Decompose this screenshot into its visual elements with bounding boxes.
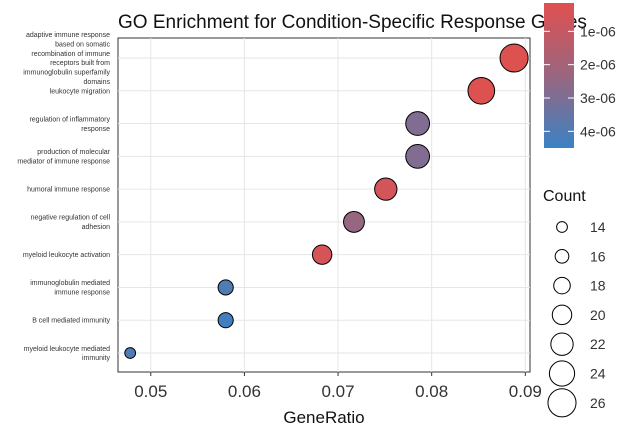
size-legend-label: 16 bbox=[590, 248, 606, 264]
y-tick-label: myeloid leukocyte activation bbox=[23, 252, 110, 259]
size-legend-label: 20 bbox=[590, 307, 606, 323]
colorbar-label: 1e-06 bbox=[580, 23, 616, 39]
x-tick-label: 0.08 bbox=[415, 382, 448, 401]
x-tick-label: 0.07 bbox=[321, 382, 354, 401]
y-tick-label: production of molecular mediator of immun… bbox=[17, 149, 110, 165]
y-tick-label: myeloid leukocyte mediated immunity bbox=[24, 346, 111, 362]
data-point bbox=[405, 143, 431, 169]
x-axis-label: GeneRatio bbox=[283, 408, 364, 427]
colorbar-label: 3e-06 bbox=[580, 90, 616, 106]
data-point bbox=[217, 312, 234, 329]
data-points bbox=[124, 43, 529, 359]
size-legend-label: 24 bbox=[590, 366, 606, 382]
x-tick-label: 0.09 bbox=[509, 382, 542, 401]
size-legend-label: 14 bbox=[590, 219, 606, 235]
y-tick-label: B cell mediated immunity bbox=[32, 318, 110, 325]
data-point bbox=[405, 111, 431, 136]
size-legend: 14 16 18 20 22 24 26 bbox=[547, 219, 606, 418]
size-legend-label: 18 bbox=[590, 278, 606, 294]
x-tick-label: 0.06 bbox=[228, 382, 261, 401]
x-tick-label: 0.05 bbox=[134, 382, 167, 401]
data-point bbox=[343, 210, 365, 233]
plot-panel bbox=[117, 37, 531, 373]
size-legend-circle bbox=[548, 360, 576, 387]
size-legend-circle bbox=[553, 276, 571, 295]
x-axis-tick-labels: 0.05 0.06 0.07 0.08 0.09 bbox=[134, 372, 542, 401]
data-point bbox=[217, 279, 234, 296]
size-legend-label: 22 bbox=[590, 336, 606, 352]
grid-lines bbox=[118, 38, 530, 372]
size-legend-circle bbox=[556, 221, 568, 233]
size-legend-label: 26 bbox=[590, 395, 606, 411]
size-legend-circle bbox=[551, 304, 573, 326]
y-axis-tick-labels: adaptive immune response based on somatic… bbox=[17, 32, 110, 362]
size-legend-circle bbox=[550, 332, 574, 356]
y-tick-label: adaptive immune response based on somatic… bbox=[23, 32, 110, 86]
data-point bbox=[499, 43, 529, 73]
y-tick-label: regulation of inflammatory response bbox=[29, 116, 110, 132]
data-point bbox=[124, 347, 137, 359]
colorbar-label: 2e-06 bbox=[580, 57, 616, 73]
p-adjust-colorbar bbox=[544, 3, 574, 148]
size-legend-title: Count bbox=[543, 188, 586, 205]
data-point bbox=[311, 244, 333, 265]
data-point bbox=[467, 76, 496, 105]
size-legend-circle bbox=[547, 388, 577, 418]
y-tick-label: immunoglobulin mediated immune response bbox=[30, 280, 110, 296]
y-tick-label: humoral immune response bbox=[27, 187, 110, 194]
colorbar-label: 4e-06 bbox=[580, 123, 616, 139]
data-point bbox=[374, 177, 398, 201]
y-tick-label: leukocyte migration bbox=[50, 88, 110, 95]
y-tick-label: negative regulation of cell adhesion bbox=[31, 215, 111, 231]
size-legend-circle bbox=[554, 248, 570, 264]
chart-title: GO Enrichment for Condition-Specific Res… bbox=[118, 12, 587, 33]
colorbar-tick-labels: 1e-06 2e-06 3e-06 4e-06 bbox=[544, 23, 616, 139]
